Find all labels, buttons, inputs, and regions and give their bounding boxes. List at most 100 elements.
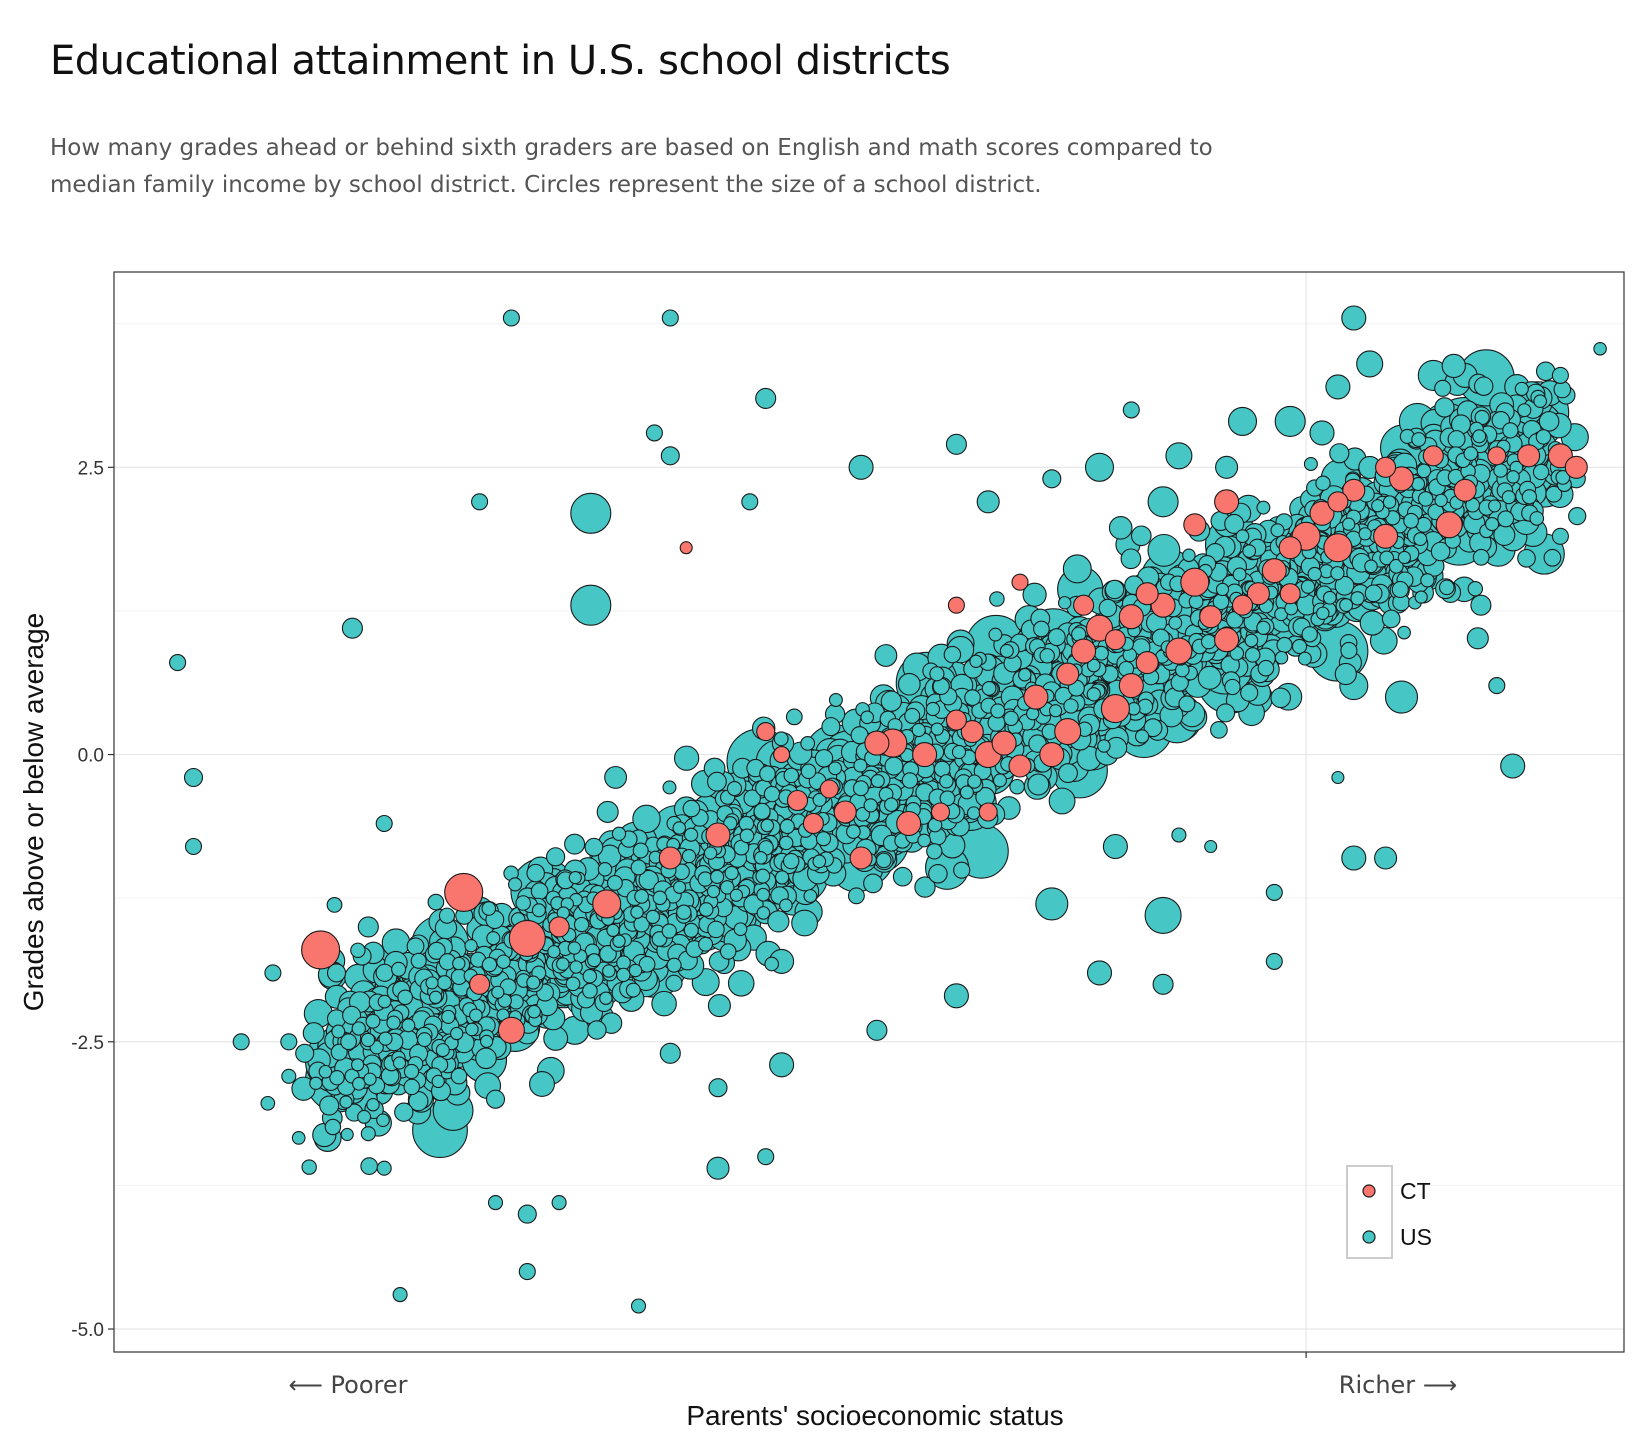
us-district-point [659,1042,681,1064]
us-district-point [1165,442,1193,470]
us-district-point [707,920,725,939]
us-district-point [567,941,582,955]
ct-district-point [1071,638,1097,664]
us-district-point [564,833,586,855]
us-district-point [547,945,561,959]
us-district-point [556,957,570,971]
us-district-point [569,960,583,974]
us-district-point [1057,596,1072,610]
us-district-point [260,1095,276,1111]
ct-district-point [1261,558,1287,584]
us-district-point [1364,584,1383,603]
us-district-point [1009,778,1025,795]
y-axis-ticks: 2.5 0.0 -2.5 -5.0 [71,458,114,1341]
us-district-point [1467,580,1484,597]
ct-district-point [1183,513,1207,537]
us-district-point [707,994,731,1018]
us-district-point [530,882,549,900]
us-district-point [1224,678,1241,696]
us-district-point [1331,770,1345,785]
us-district-point [943,983,969,1009]
us-district-point [660,446,680,466]
us-district-point [727,969,755,997]
us-district-point [469,1008,483,1023]
us-district-point [1434,379,1452,397]
us-district-point [926,843,943,860]
ct-district-point [1323,533,1353,563]
us-district-point [1210,721,1228,739]
us-district-point [1257,659,1275,677]
us-district-point [464,939,478,953]
us-district-point [386,1015,401,1030]
us-district-point [764,956,780,972]
us-district-point [665,974,683,992]
us-district-point [551,1195,567,1211]
us-district-point [682,799,701,818]
us-district-point [291,1131,306,1145]
us-district-point [611,826,627,841]
x-axis-label: Parents' socioeconomic status [686,1400,1063,1431]
us-district-point [1224,513,1245,534]
us-district-point [281,1068,297,1084]
us-district-point [875,852,892,869]
us-district-point [1463,446,1479,461]
us-district-point [340,1127,354,1142]
ct-district-point [1388,466,1415,492]
us-district-point [450,1026,464,1041]
us-district-point [929,666,945,682]
us-district-point [1197,665,1222,690]
us-district-point [438,907,456,924]
us-district-point [673,880,687,894]
ct-district-point [1435,511,1463,539]
us-district-point [515,895,532,911]
us-district-point [1048,787,1076,815]
us-district-point [630,859,647,876]
us-district-point [1130,525,1152,547]
us-district-point [565,976,581,992]
us-district-point [729,888,744,902]
us-district-point [584,837,604,857]
us-district-point [884,756,904,776]
us-district-point [733,922,748,937]
us-district-point [959,785,974,800]
us-district-point [967,774,982,789]
us-district-point [1517,403,1532,418]
us-district-point [425,976,439,990]
us-district-point [1416,463,1432,479]
us-district-point [1533,394,1548,409]
us-district-point [391,961,407,977]
us-district-point [1309,420,1335,446]
us-district-point [1551,366,1569,384]
us-district-point [1084,452,1115,482]
us-district-point [599,991,613,1005]
us-district-point [471,493,489,511]
us-district-point [573,916,590,933]
us-district-point [330,1043,348,1061]
us-district-point [587,1020,607,1040]
us-district-point [662,780,677,795]
us-district-point [1235,529,1250,544]
y-tick-label: 0.0 [78,746,104,767]
us-district-point [724,865,739,881]
us-district-point [1470,594,1492,616]
us-district-point [1303,456,1318,472]
us-district-point [1265,952,1283,970]
us-district-point [1322,590,1337,605]
us-district-point [326,896,343,913]
us-district-point [435,1043,450,1058]
us-district-point [1434,397,1455,418]
us-district-point [1018,668,1032,682]
us-district-point [491,985,505,999]
us-district-point [800,763,817,780]
us-district-point [1403,512,1419,529]
us-district-point [706,1156,730,1180]
us-district-point [392,1056,407,1070]
us-district-point [526,975,541,990]
us-district-point [697,871,713,887]
us-district-point [943,645,962,664]
us-district-point [803,889,818,903]
us-district-point [1022,582,1047,607]
us-district-point [683,922,699,938]
us-district-point [1356,350,1384,378]
legend-ct-label: CT [1400,1178,1431,1204]
